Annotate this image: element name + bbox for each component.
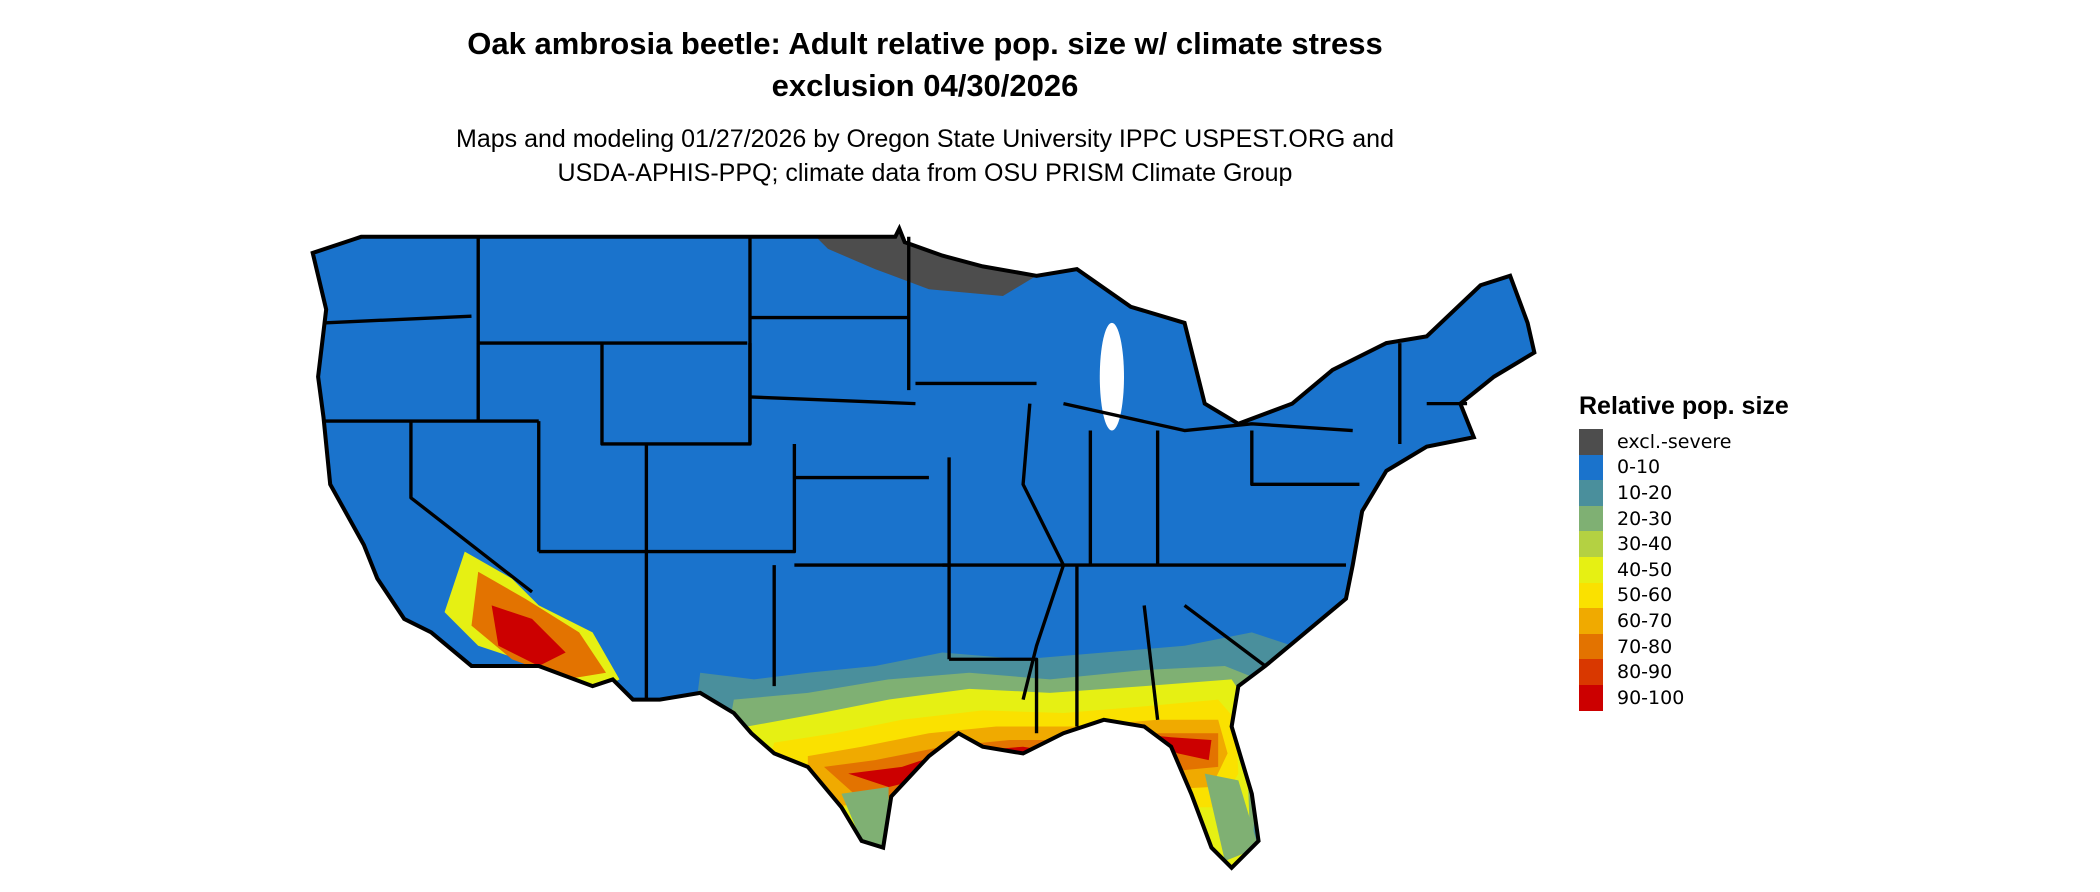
legend-label: 70-80: [1617, 635, 1673, 658]
state-border: [409, 421, 534, 594]
legend-label: 30-40: [1617, 533, 1673, 556]
legend-label: 50-60: [1617, 584, 1673, 607]
state-border: [1183, 604, 1267, 668]
heat-band-southwest: [491, 605, 566, 666]
legend-item: 40-50: [1579, 556, 1789, 583]
legend-swatch: [1579, 659, 1603, 685]
legend-label: 40-50: [1617, 558, 1673, 581]
state-border: [323, 314, 472, 325]
legend-label: 90-100: [1617, 686, 1685, 709]
state-border: [1142, 605, 1160, 720]
legend-swatch: [1579, 454, 1603, 481]
legend-swatch: [1579, 505, 1603, 532]
lake-michigan: [1099, 322, 1124, 431]
state-borders: [323, 236, 1468, 734]
legend-item: 0-10: [1579, 454, 1789, 481]
legend-item: 90-100: [1579, 684, 1789, 711]
legend-item: excl.-severe: [1579, 429, 1789, 455]
legend-swatch: [1579, 684, 1603, 711]
state-border: [949, 657, 1039, 734]
map-title-line1: Oak ambrosia beetle: Adult relative pop.…: [467, 26, 1383, 61]
legend-swatch: [1579, 633, 1603, 660]
heat-band-gulf: [841, 787, 889, 848]
legend-label: excl.-severe: [1617, 430, 1732, 453]
legend-item: 80-90: [1579, 659, 1789, 685]
legend-title: Relative pop. size: [1579, 392, 1789, 420]
state-border: [1250, 430, 1360, 487]
legend-swatch: [1579, 429, 1603, 455]
legend-item: 60-70: [1579, 608, 1789, 634]
legend-swatch: [1579, 556, 1603, 583]
us-land-base: [312, 228, 1535, 868]
legend-label: 10-20: [1617, 481, 1673, 504]
legend-label: 80-90: [1617, 661, 1673, 684]
us-outline: [310, 223, 1537, 871]
state-border: [1063, 401, 1353, 433]
legend-item: 50-60: [1579, 582, 1789, 609]
legend-swatch: [1579, 582, 1603, 609]
legend: Relative pop. size excl.-severe 0-10 10-20…: [1579, 392, 1789, 711]
state-border: [476, 236, 748, 345]
legend-label: 0-10: [1617, 456, 1661, 479]
legend-label: 60-70: [1617, 609, 1673, 632]
legend-swatch: [1579, 608, 1603, 634]
map-title-line2: exclusion 04/30/2026: [771, 68, 1079, 103]
map-subtitle-line1: Maps and modeling 01/27/2026 by Oregon S…: [456, 125, 1394, 153]
legend-item: 70-80: [1579, 633, 1789, 660]
heat-band-gulf: [1204, 773, 1259, 862]
legend-label: 20-30: [1617, 507, 1673, 530]
excluded-area-minnesota: [807, 228, 1037, 296]
state-border: [646, 443, 797, 554]
legend-item: 10-20: [1579, 480, 1789, 506]
state-border: [749, 395, 916, 406]
legend-item: 30-40: [1579, 531, 1789, 557]
map-subtitle-line2: USDA-APHIS-PPQ; climate data from OSU PR…: [557, 159, 1293, 187]
legend-swatch: [1579, 531, 1603, 557]
legend-item: 20-30: [1579, 505, 1789, 532]
legend-swatch: [1579, 480, 1603, 506]
